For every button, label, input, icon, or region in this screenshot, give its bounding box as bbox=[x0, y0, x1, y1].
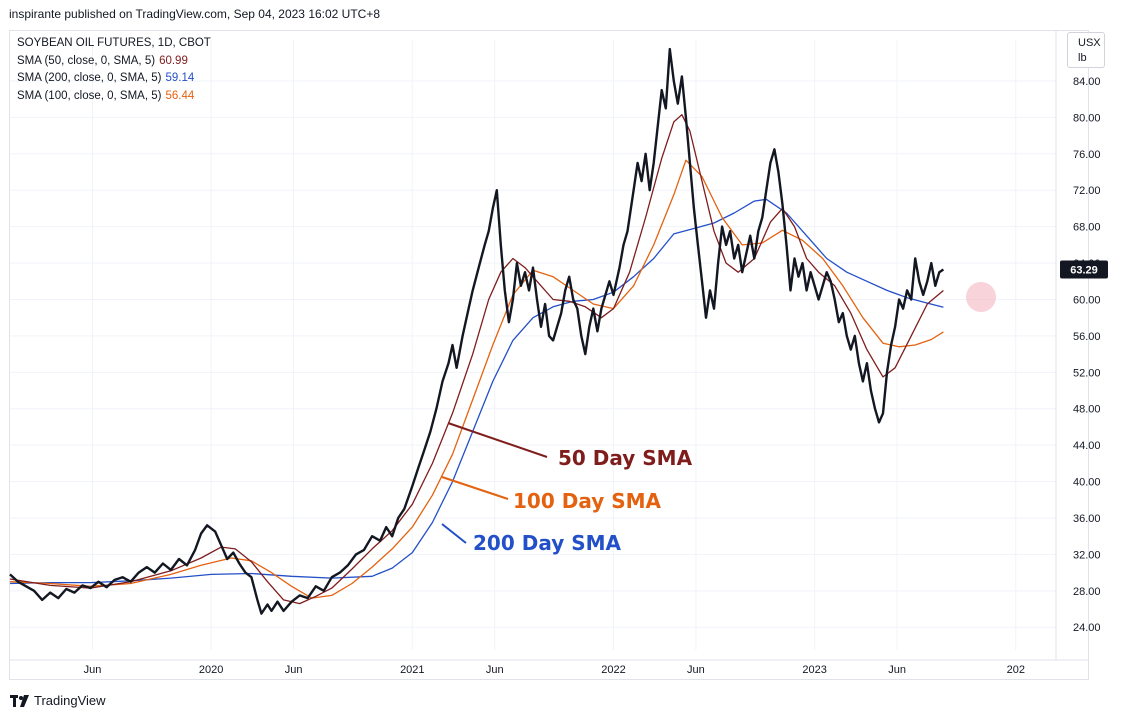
legend-sma-50-label: SMA (50, close, 0, SMA, 5) bbox=[17, 54, 156, 67]
legend-symbol[interactable]: SOYBEAN OIL FUTURES, 1D, CBOT bbox=[17, 37, 211, 49]
y-tick-label: 52.00 bbox=[1073, 367, 1101, 379]
price-axis: 84.0080.0076.0072.0068.0064.0060.0056.00… bbox=[1055, 30, 1101, 660]
y-tick-label: 36.00 bbox=[1073, 513, 1101, 525]
last-price-marker: 63.29 bbox=[1060, 260, 1108, 279]
x-tick-label: Jun bbox=[486, 664, 504, 676]
x-tick-label: Jun bbox=[888, 664, 906, 676]
legend-sma-200-label: SMA (200, close, 0, SMA, 5) bbox=[17, 72, 162, 84]
legend-sma-100-label: SMA (100, close, 0, SMA, 5) bbox=[17, 89, 162, 102]
y-tick-label: 40.00 bbox=[1073, 477, 1101, 489]
sma-100-line bbox=[9, 159, 944, 599]
x-tick-label: 202 bbox=[1007, 664, 1025, 676]
y-tick-label: 56.00 bbox=[1073, 331, 1101, 343]
currency-label: USX bbox=[1078, 37, 1101, 49]
annotation-pointer-100 bbox=[441, 476, 509, 500]
y-tick-label: 68.00 bbox=[1073, 222, 1101, 234]
legend-sma-200[interactable]: SMA (200, close, 0, SMA, 5) 59.14 bbox=[17, 70, 211, 88]
series-lines bbox=[9, 47, 945, 615]
tradingview-logo-icon bbox=[10, 694, 29, 707]
annotation-label-50: 50 Day SMA bbox=[558, 446, 693, 470]
publish-info: inspirante published on TradingView.com,… bbox=[9, 7, 381, 21]
x-tick-label: Jun bbox=[285, 664, 303, 676]
tradingview-brand[interactable]: TradingView bbox=[10, 693, 106, 708]
annotation-pointer-200 bbox=[441, 523, 467, 544]
last-price-badge bbox=[1060, 260, 1108, 279]
y-tick-label: 80.00 bbox=[1073, 112, 1101, 124]
y-tick-label: 32.00 bbox=[1073, 549, 1101, 561]
y-tick-label: 76.00 bbox=[1073, 149, 1101, 161]
y-tick-label: 24.00 bbox=[1073, 622, 1101, 634]
chart-frame bbox=[9, 30, 1089, 680]
x-tick-label: Jun bbox=[687, 664, 705, 676]
crossover-highlight-marker bbox=[966, 282, 996, 312]
y-tick-label: 48.00 bbox=[1073, 404, 1101, 416]
y-tick-label: 28.00 bbox=[1073, 586, 1101, 598]
x-tick-label: 2021 bbox=[400, 664, 424, 676]
chart-legend: SOYBEAN OIL FUTURES, 1D, CBOT SMA (50, c… bbox=[17, 35, 211, 105]
last-price-label: 63.29 bbox=[1070, 265, 1098, 277]
y-tick-label: 60.00 bbox=[1073, 294, 1101, 306]
y-tick-label: 44.00 bbox=[1073, 440, 1101, 452]
legend-sma-100-value: 56.44 bbox=[165, 89, 195, 102]
brand-label: TradingView bbox=[34, 693, 106, 708]
time-axis: Jun 2020 Jun 2021 Jun 2022 Jun 2023 Jun 202 bbox=[10, 659, 1088, 676]
x-tick-label: 2023 bbox=[802, 664, 826, 676]
y-tick-label: 72.00 bbox=[1073, 185, 1101, 197]
price-line bbox=[9, 47, 945, 615]
annotation-pointer-50 bbox=[447, 422, 548, 458]
sma-200-line bbox=[9, 198, 944, 585]
grid bbox=[10, 40, 1056, 650]
legend-sma-100[interactable]: SMA (100, close, 0, SMA, 5) 56.44 bbox=[17, 88, 211, 106]
y-tick-label: 84.00 bbox=[1073, 76, 1101, 88]
x-tick-label: 2020 bbox=[199, 664, 223, 676]
x-tick-label: 2022 bbox=[601, 664, 625, 676]
annotations: 50 Day SMA 100 Day SMA 200 Day SMA bbox=[441, 422, 693, 555]
unit-label: lb bbox=[1078, 52, 1087, 64]
legend-sma-200-value: 59.14 bbox=[165, 72, 195, 84]
legend-sma-50-value: 60.99 bbox=[159, 54, 188, 67]
legend-sma-50[interactable]: SMA (50, close, 0, SMA, 5) 60.99 bbox=[17, 53, 211, 71]
annotation-label-200: 200 Day SMA bbox=[473, 531, 622, 555]
annotation-label-100: 100 Day SMA bbox=[513, 489, 662, 513]
sma-50-line bbox=[9, 114, 944, 605]
currency-unit-button[interactable]: USX lb bbox=[1067, 32, 1105, 68]
x-tick-label: Jun bbox=[84, 664, 102, 676]
